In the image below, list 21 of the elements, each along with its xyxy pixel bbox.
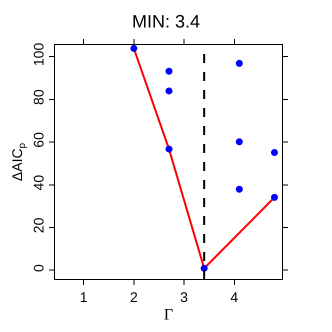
x-tick-label: 1 xyxy=(80,288,88,305)
point xyxy=(270,148,278,156)
point xyxy=(270,194,278,201)
x-tick-label: 2 xyxy=(130,288,138,305)
point xyxy=(130,45,138,52)
y-tick-label: 40 xyxy=(30,174,46,190)
point xyxy=(236,186,243,193)
y-tick-label: 0 xyxy=(30,264,46,272)
point xyxy=(166,87,172,94)
chart-title: MIN: 3.4 xyxy=(132,12,200,32)
x-tick-label: 4 xyxy=(230,288,238,305)
y-tick-label: 20 xyxy=(30,217,46,234)
y-tick-label: 80 xyxy=(30,89,46,105)
point xyxy=(166,146,172,153)
y-tick-label: 60 xyxy=(30,132,46,148)
point xyxy=(166,68,172,75)
x-axis-title: Γ xyxy=(164,306,174,324)
point xyxy=(236,138,243,146)
point xyxy=(236,60,243,67)
y-tick-label: 100 xyxy=(30,42,46,66)
x-tick-label: 3 xyxy=(180,288,188,305)
